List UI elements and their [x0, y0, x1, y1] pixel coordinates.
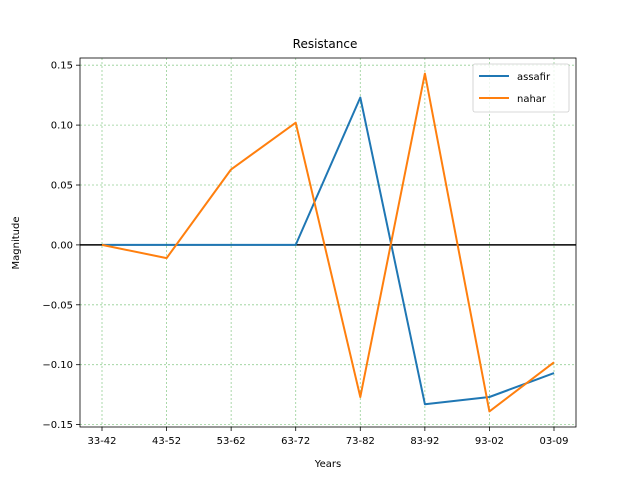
y-tick-label: 0.10	[51, 121, 73, 132]
y-tick-label: 0.15	[51, 61, 73, 72]
x-tick-label: 63-72	[281, 436, 310, 447]
series-group	[101, 72, 555, 413]
x-tick-label: 73-82	[346, 436, 375, 447]
y-axis: 0.15 0.10 0.05 0.00 −0.05 −0.10 −0.15	[42, 61, 80, 431]
series-line-nahar	[101, 72, 555, 413]
y-tick-label: −0.15	[42, 420, 73, 431]
chart-title: Resistance	[293, 37, 358, 51]
x-tick-label: 83-92	[410, 436, 439, 447]
legend: assafir nahar	[472, 63, 570, 113]
legend-label-assafir: assafir	[517, 72, 551, 83]
x-tick-label: 33-42	[87, 436, 116, 447]
y-tick-label: 0.05	[51, 180, 73, 191]
legend-label-nahar: nahar	[517, 94, 547, 105]
x-tick-label: 03-09	[539, 436, 568, 447]
y-tick-label: −0.10	[42, 360, 73, 371]
y-tick-label: 0.00	[51, 240, 73, 251]
plot-frame	[79, 57, 577, 428]
y-axis-label: Magnitude	[11, 217, 22, 270]
x-tick-label: 43-52	[152, 436, 181, 447]
x-tick-label: 53-62	[217, 436, 246, 447]
y-tick-label: −0.05	[42, 300, 73, 311]
x-axis-label: Years	[314, 459, 341, 470]
x-axis: 33-42 43-52 53-62 63-72 73-82 83-92 93-02 03-09	[87, 427, 569, 447]
x-tick-label: 93-02	[475, 436, 504, 447]
